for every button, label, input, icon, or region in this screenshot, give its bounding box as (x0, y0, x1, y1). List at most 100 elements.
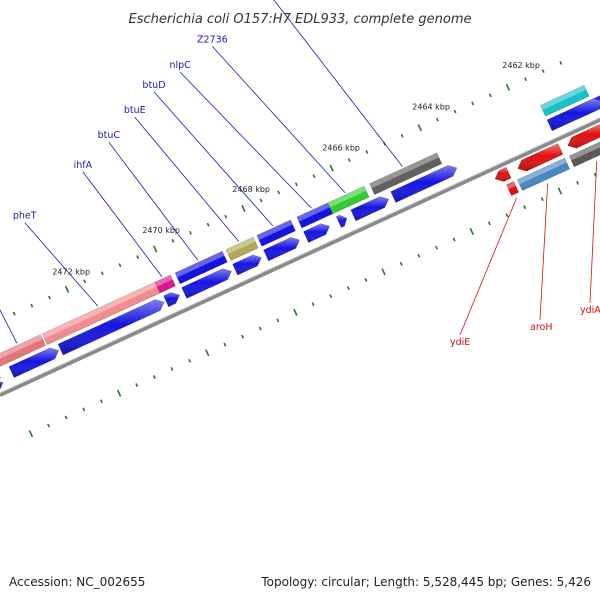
outer-tick-27 (453, 109, 457, 114)
gene-pointer-3 (108, 141, 199, 261)
outer-tick-29 (488, 93, 492, 98)
outer-tick-9 (136, 255, 140, 259)
inner-tick-4 (99, 399, 103, 404)
gene-label-btue: btuE (124, 105, 146, 116)
inner-tick-14 (276, 318, 280, 323)
gene-btue (225, 236, 259, 261)
inner-tick-26 (487, 221, 491, 226)
outer-tick-31 (524, 77, 528, 82)
inner-tick-6 (135, 383, 139, 388)
outer-tick-26 (435, 117, 439, 122)
outer-tick-3 (30, 303, 34, 308)
gene-pointer-5 (153, 91, 274, 227)
strand-gene-7 (303, 223, 330, 243)
inner-tick-27 (505, 213, 509, 218)
gene-btud (256, 219, 296, 247)
outer-tick-4 (48, 295, 51, 300)
accession-text: Accession: NC_002655 (9, 575, 145, 589)
gene-aroh-top (517, 158, 567, 185)
gene-pointer-2 (82, 171, 163, 277)
outer-tick-33 (559, 61, 563, 65)
gene-pointer-6 (179, 71, 312, 209)
gene-label-ydia: ydiA (580, 305, 600, 316)
gene-z2736-top (327, 186, 367, 208)
inner-tick-0 (28, 430, 34, 438)
outer-tick-16 (259, 198, 263, 203)
gene-z2736 (327, 185, 370, 215)
reverse-strand-gene-0 (494, 166, 512, 182)
rev-pointer-1 (539, 183, 549, 321)
inner-tick-20 (381, 268, 386, 276)
inner-tick-2 (64, 415, 68, 420)
gene-phes-top (0, 334, 43, 359)
outer-tick-8 (118, 263, 122, 268)
inner-tick-25 (469, 227, 474, 235)
gene-ydia-top (569, 141, 600, 161)
inner-tick-28 (523, 205, 527, 210)
tick-label-3: 2466 kbp (322, 144, 360, 153)
inner-tick-12 (241, 334, 244, 339)
outer-tick-5 (64, 285, 70, 293)
tick-label-5: 2462 kbp (502, 61, 540, 70)
inner-tick-21 (399, 261, 403, 266)
tick-label-0: 2472 kbp (52, 267, 90, 276)
inner-tick-5 (116, 389, 122, 397)
inner-tick-15 (293, 308, 298, 316)
outer-tick-30 (505, 83, 511, 91)
inner-tick-18 (346, 286, 350, 290)
outer-tick-14 (224, 214, 228, 219)
gene-z2735 (369, 152, 443, 195)
gene-ydia (568, 141, 600, 168)
gene-pointer-0 (0, 309, 18, 344)
tick-label-4: 2464 kbp (412, 102, 450, 111)
inner-tick-16 (311, 302, 315, 307)
gene-label-aroh: aroH (530, 322, 552, 333)
inner-tick-13 (258, 326, 262, 331)
outer-tick-32 (541, 69, 545, 73)
inner-tick-8 (170, 367, 174, 371)
map-title: Escherichia coli O157:H7 EDL933, complet… (129, 12, 472, 27)
gene-btuc (174, 250, 228, 285)
gene-phes (0, 334, 46, 367)
gene-btuc-top (175, 251, 225, 278)
gene-pointer-1 (24, 222, 99, 307)
outer-tick-17 (277, 190, 281, 195)
outer-tick-11 (171, 238, 175, 243)
outer-tick-6 (83, 279, 87, 284)
outer-tick-12 (189, 230, 192, 235)
inner-tick-11 (223, 342, 227, 347)
rev-pointer-2 (589, 160, 598, 304)
inner-tick-29 (540, 197, 544, 202)
inner-tick-7 (152, 375, 156, 379)
inner-tick-23 (435, 245, 438, 250)
outer-tick-18 (294, 182, 298, 187)
outer-tick-28 (471, 101, 475, 106)
rev-pointer-0 (459, 197, 518, 336)
gene-pointer-7 (212, 46, 346, 193)
gene-btud-top (256, 219, 293, 240)
gene-ihfa-top (155, 275, 173, 287)
inner-tick-9 (188, 358, 192, 363)
gene-btue-top (225, 237, 256, 255)
inner-tick-3 (82, 407, 86, 412)
genome-info-text: Topology: circular; Length: 5,528,445 bp… (260, 575, 591, 589)
outer-tick-22 (365, 150, 369, 154)
gene-label-nlpc: nlpC (169, 60, 191, 71)
genome-backbone (0, 117, 600, 397)
inner-tick-24 (452, 237, 456, 242)
gene-label-ihfa: ihfA (74, 160, 93, 171)
outer-tick-19 (312, 174, 316, 179)
gene-phet-top (42, 282, 158, 339)
gene-label-btuc: btuC (98, 130, 121, 141)
outer-tick-20 (329, 164, 334, 172)
gene-nlpc-top (296, 202, 330, 222)
inner-tick-19 (364, 278, 368, 282)
outer-tick-2 (12, 311, 16, 316)
inner-tick-31 (576, 180, 580, 185)
gene-ydie-top (506, 181, 516, 190)
inner-tick-10 (205, 349, 210, 357)
strand-gene-8 (335, 214, 348, 228)
outer-tick-25 (417, 124, 422, 132)
outer-tick-7 (100, 271, 104, 276)
